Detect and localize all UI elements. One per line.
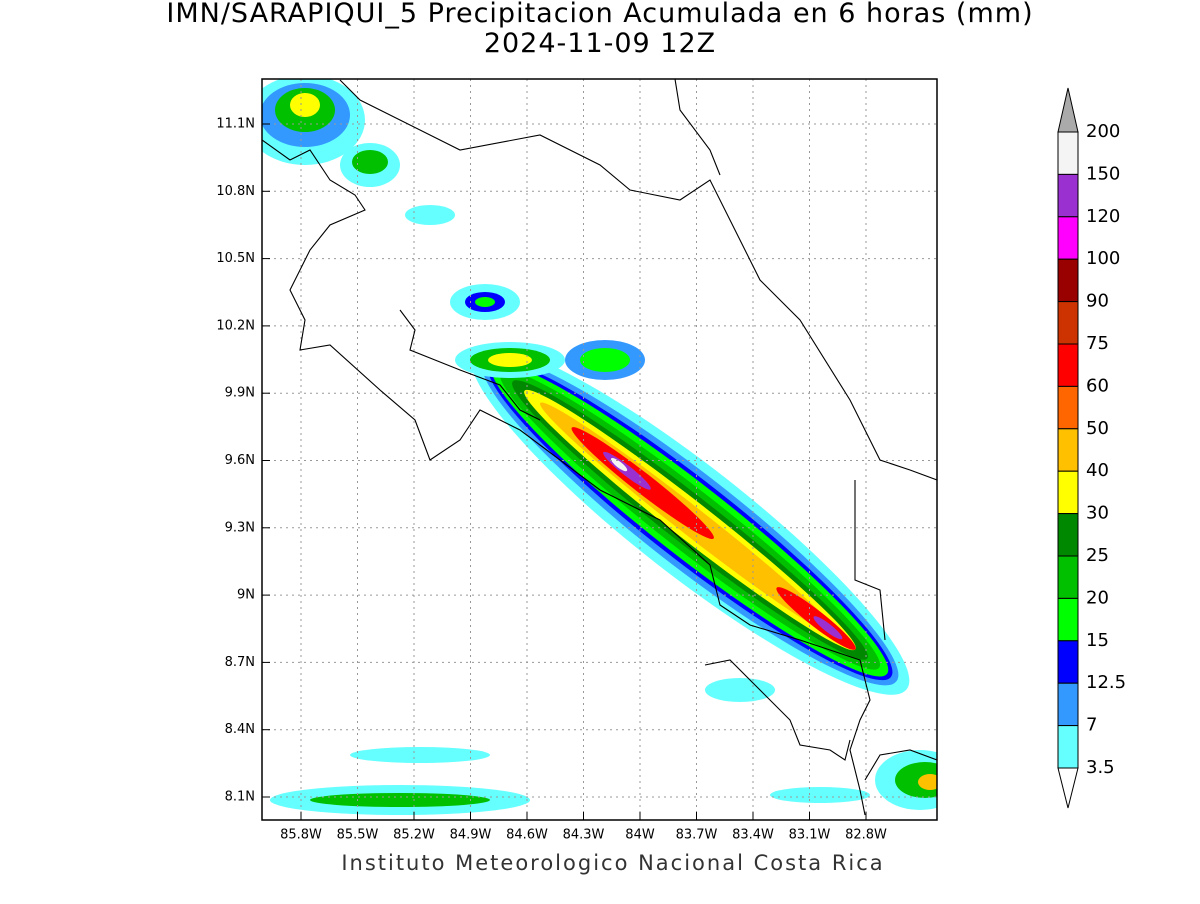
colorbar-box — [1057, 555, 1079, 599]
colorbar-label: 12.5 — [1086, 672, 1126, 693]
colorbar-label: 120 — [1086, 206, 1120, 227]
colorbar-box — [1057, 216, 1079, 260]
colorbar-box — [1057, 258, 1079, 303]
colorbar-label: 60 — [1086, 375, 1109, 396]
lon-label: 84.6W — [506, 828, 548, 843]
colorbar-box — [1057, 428, 1079, 472]
colorbar-box — [1057, 173, 1079, 218]
colorbar-box — [1057, 385, 1079, 430]
colorbar-box — [1057, 725, 1079, 769]
colorbar-label: 90 — [1086, 291, 1109, 312]
lon-label: 84.9W — [450, 828, 492, 843]
coastline — [262, 79, 937, 816]
colorbar-label: 7 — [1086, 715, 1097, 736]
title: IMN/SARAPIQUI_5 Precipitacion Acumulada … — [166, 0, 1033, 29]
map-frame — [261, 78, 938, 821]
colorbar-label: 40 — [1086, 460, 1109, 481]
colorbar-label: 20 — [1086, 587, 1109, 608]
lon-label: 85.5W — [337, 828, 379, 843]
colorbar-box — [1057, 301, 1079, 345]
colorbar-over — [1057, 87, 1079, 133]
colorbar-label: 30 — [1086, 503, 1109, 524]
lon-label: 83.1W — [789, 828, 831, 843]
precip-field — [262, 79, 937, 815]
lon-label: 83.4W — [732, 828, 774, 843]
colorbar-under — [1057, 767, 1079, 809]
colorbar-label: 3.5 — [1086, 757, 1115, 778]
lat-label: 8.7N — [225, 655, 255, 670]
lat-label: 9.6N — [225, 453, 255, 468]
lon-label: 83.7W — [676, 828, 718, 843]
colorbar-label: 150 — [1086, 163, 1120, 184]
lat-label: 8.1N — [225, 790, 255, 805]
lon-label: 84W — [625, 828, 655, 843]
lat-label: 9.9N — [225, 386, 255, 401]
lat-label: 9N — [237, 588, 255, 603]
colorbar-box — [1057, 131, 1079, 175]
lat-label: 10.8N — [216, 184, 255, 199]
colorbar-label: 200 — [1086, 121, 1120, 142]
lat-label: 9.3N — [225, 520, 255, 535]
lat-label: 10.5N — [216, 251, 255, 266]
lat-label: 10.2N — [216, 318, 255, 333]
colorbar-label: 50 — [1086, 418, 1109, 439]
lon-label: 85.8W — [280, 828, 322, 843]
lat-label: 8.4N — [225, 722, 255, 737]
lon-label: 82.8W — [845, 828, 887, 843]
lon-label: 84.3W — [563, 828, 605, 843]
colorbar-label: 75 — [1086, 333, 1109, 354]
footer: Instituto Meteorologico Nacional Costa R… — [341, 851, 884, 875]
colorbar-box — [1057, 513, 1079, 557]
subtitle: 2024-11-09 12Z — [484, 28, 716, 59]
colorbar-box — [1057, 640, 1079, 684]
colorbar-label: 15 — [1086, 630, 1109, 651]
colorbar-box — [1057, 682, 1079, 727]
lon-label: 85.2W — [393, 828, 435, 843]
lat-label: 11.1N — [216, 117, 255, 132]
colorbar-label: 100 — [1086, 248, 1120, 269]
colorbar-label: 25 — [1086, 545, 1109, 566]
colorbar-box — [1057, 597, 1079, 642]
colorbar-box — [1057, 343, 1079, 387]
colorbar-box — [1057, 470, 1079, 515]
